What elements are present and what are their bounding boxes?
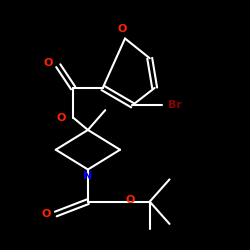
- Text: O: O: [56, 112, 66, 122]
- Text: O: O: [41, 209, 50, 219]
- Text: Br: Br: [168, 100, 181, 110]
- Text: N: N: [83, 171, 92, 181]
- Text: O: O: [125, 196, 135, 205]
- Text: O: O: [44, 58, 53, 68]
- Text: O: O: [118, 24, 127, 34]
